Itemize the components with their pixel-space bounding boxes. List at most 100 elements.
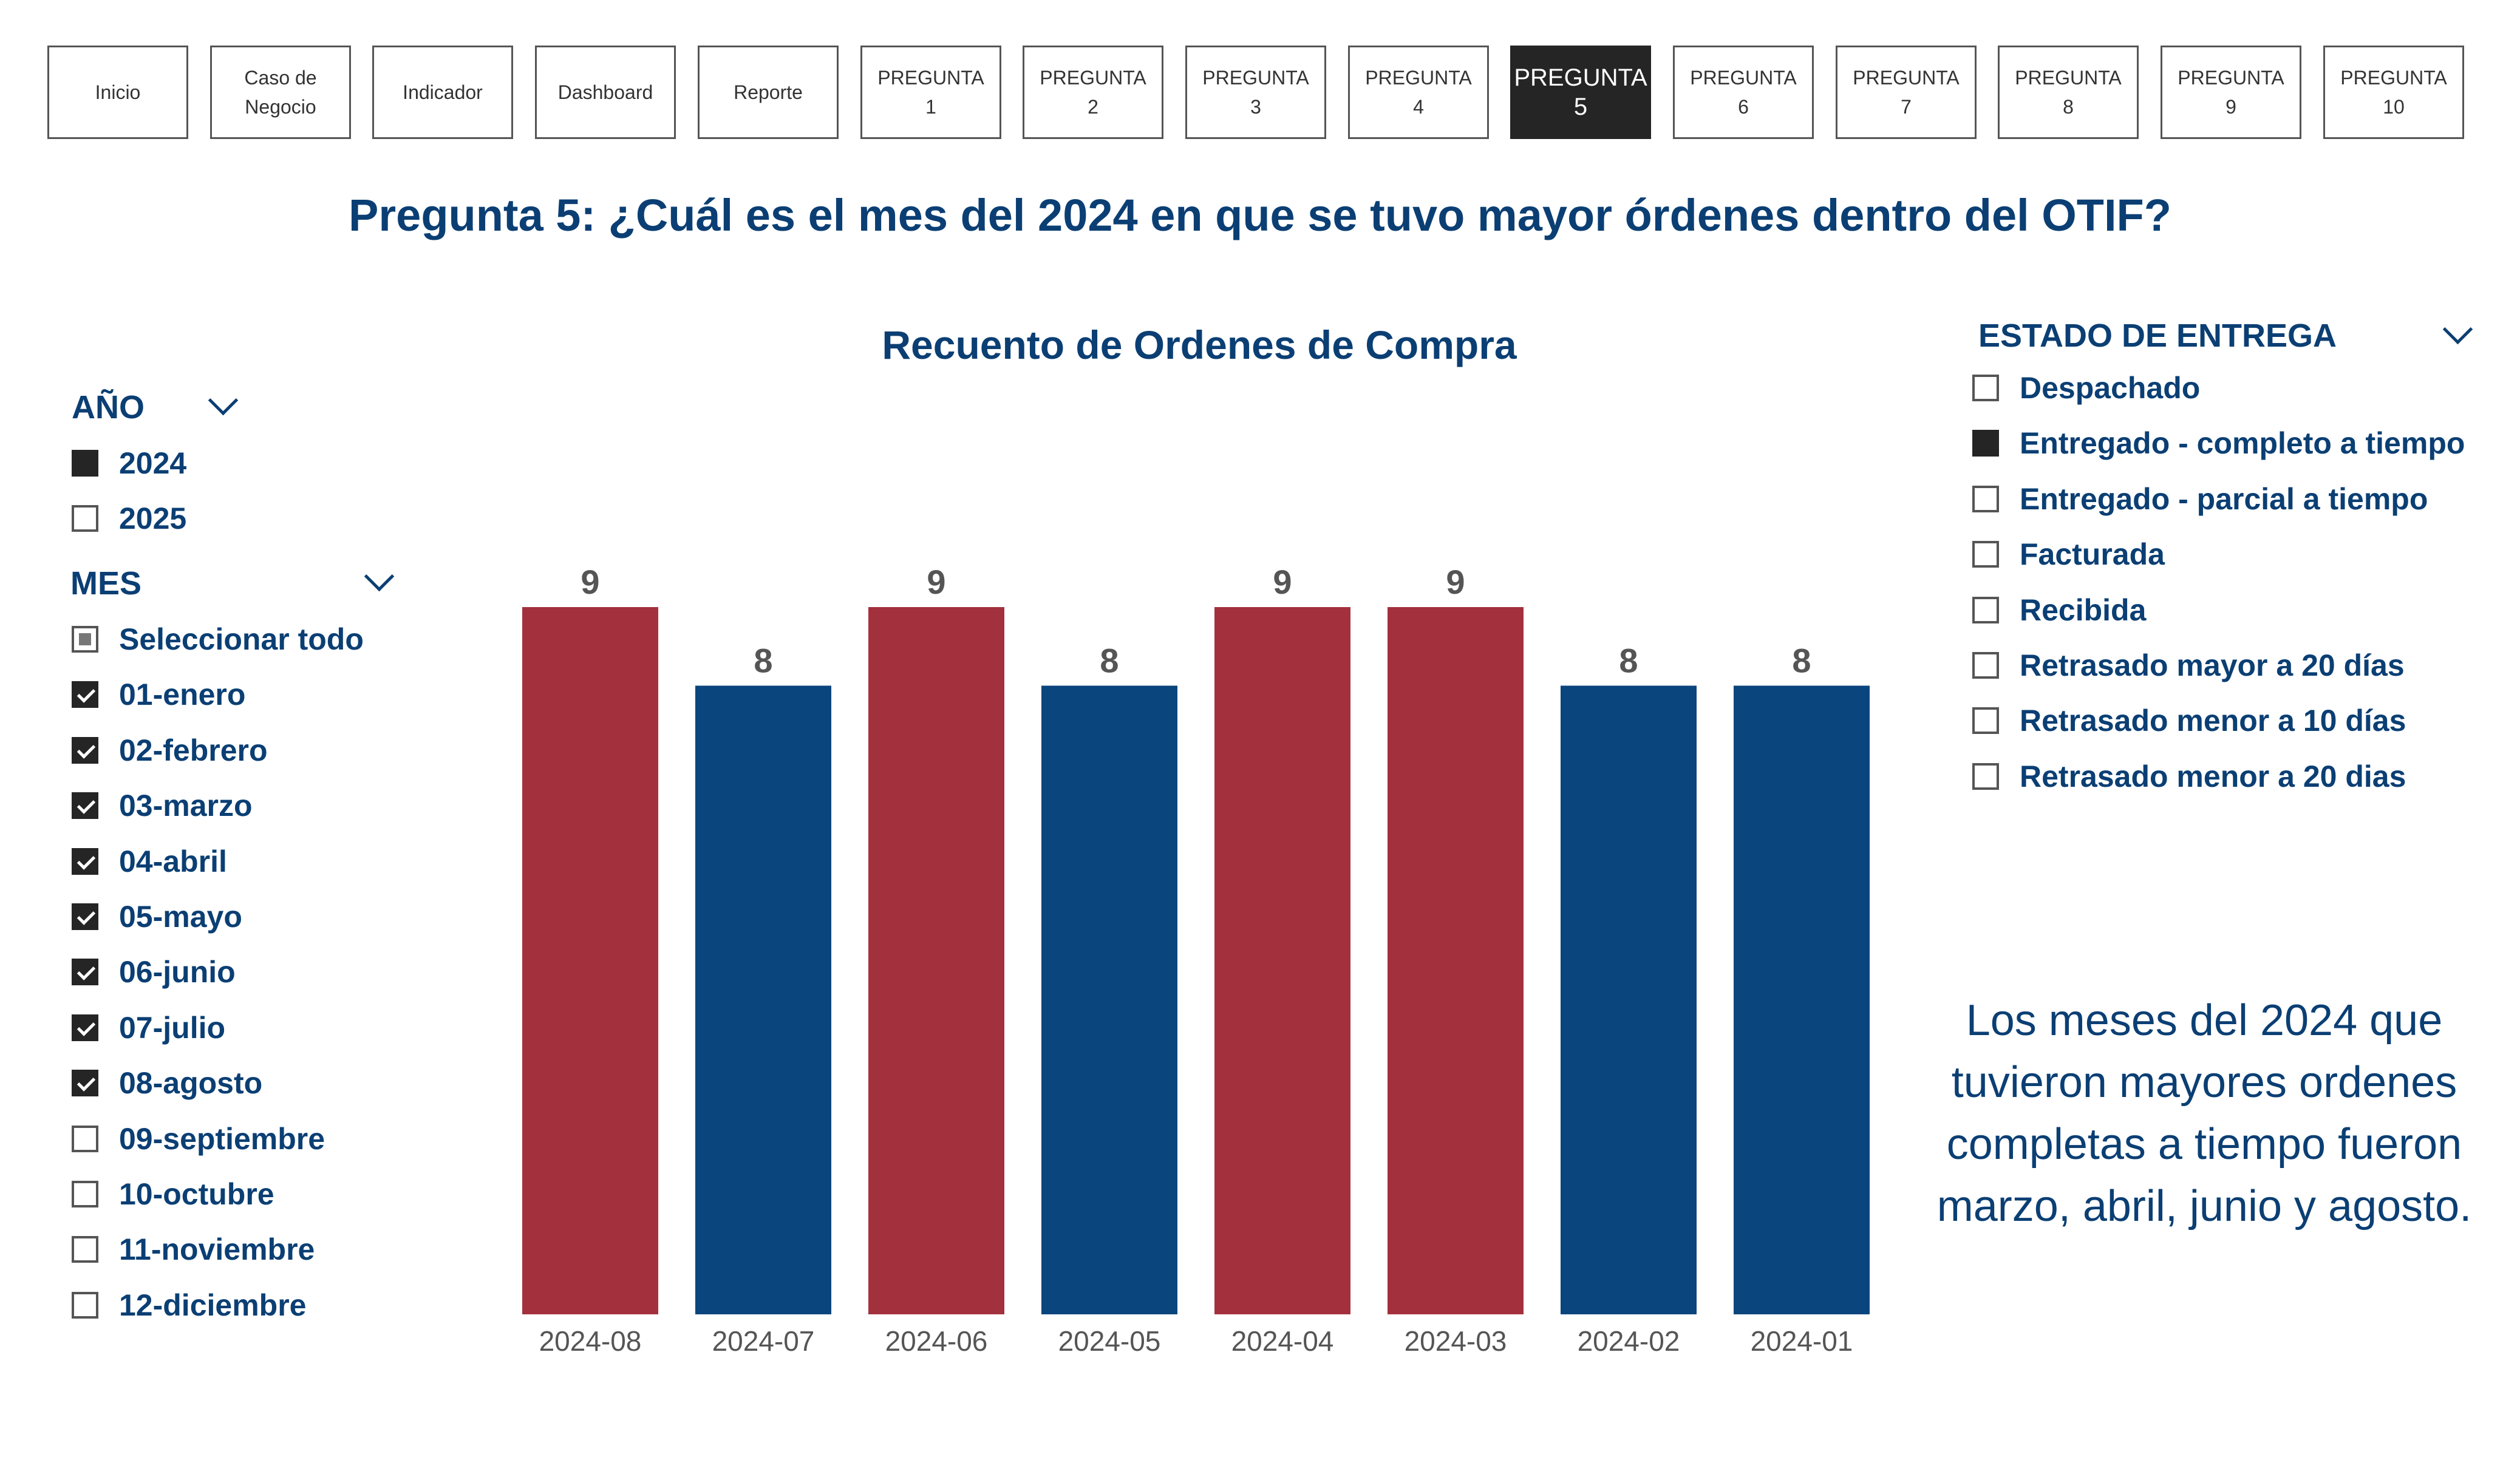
nav-button-9[interactable]: PREGUNTA 4 <box>1348 46 1489 139</box>
nav-button-12[interactable]: PREGUNTA 7 <box>1836 46 1977 139</box>
month-option[interactable]: 08-agosto <box>72 1062 262 1104</box>
month-option[interactable]: 04-abril <box>72 840 227 883</box>
month-option[interactable]: 06-junio <box>72 951 236 993</box>
checkbox[interactable] <box>72 903 98 930</box>
status-option-label: Despachado <box>2020 371 2201 405</box>
x-tick-label: 2024-01 <box>1751 1325 1853 1357</box>
month-option[interactable]: 02-febrero <box>72 729 268 772</box>
checkbox[interactable] <box>1972 707 1999 735</box>
status-option-label: Retrasado mayor a 20 días <box>2020 648 2405 682</box>
checkbox[interactable] <box>1972 762 1999 790</box>
month-option[interactable]: 11-noviembre <box>72 1228 315 1271</box>
nav-button-8[interactable]: PREGUNTA 3 <box>1185 46 1326 139</box>
month-option[interactable]: 09-septiembre <box>72 1118 325 1160</box>
month-chevron-down-icon[interactable] <box>364 561 395 592</box>
checkbox[interactable] <box>72 626 98 653</box>
x-tick-label: 2024-05 <box>1058 1325 1161 1357</box>
checkbox[interactable] <box>1972 652 1999 679</box>
month-option[interactable]: Seleccionar todo <box>72 618 364 661</box>
checkbox[interactable] <box>1972 375 1999 401</box>
insight-text: Los meses del 2024 que tuvieron mayores … <box>1936 996 2472 1231</box>
checkbox[interactable] <box>1972 485 1999 512</box>
status-chevron-down-icon[interactable] <box>2442 314 2473 345</box>
checkbox[interactable] <box>72 505 98 532</box>
month-option-label: 10-octubre <box>119 1177 274 1211</box>
checkbox[interactable] <box>72 1291 98 1319</box>
status-option-label: Retrasado menor a 20 dias <box>2020 759 2406 793</box>
checkbox[interactable] <box>1972 541 1999 568</box>
year-option-label: 2025 <box>119 501 187 535</box>
bar-2024-03[interactable] <box>1388 607 1524 1314</box>
checkbox[interactable] <box>72 1125 98 1152</box>
data-label: 9 <box>1446 563 1465 601</box>
checkbox[interactable] <box>1972 596 1999 623</box>
checkbox[interactable] <box>72 847 98 875</box>
bar-2024-01[interactable] <box>1734 685 1870 1314</box>
status-slicer-header: ESTADO DE ENTREGA <box>1978 318 2337 354</box>
month-option-label: 01-enero <box>119 678 246 712</box>
nav-button-2[interactable]: Caso de Negocio <box>210 46 351 139</box>
x-tick-label: 2024-04 <box>1231 1325 1334 1357</box>
year-option[interactable]: 2025 <box>72 497 186 540</box>
month-option[interactable]: 07-julio <box>72 1007 225 1049</box>
month-option-label: 02-febrero <box>119 733 268 767</box>
checkbox[interactable] <box>72 450 98 477</box>
nav-button-4[interactable]: Dashboard <box>535 46 676 139</box>
nav-button-13[interactable]: PREGUNTA 8 <box>1998 46 2139 139</box>
month-option[interactable]: 10-octubre <box>72 1173 274 1215</box>
bar-2024-06[interactable] <box>868 607 1004 1314</box>
status-option[interactable]: Facturada <box>1972 533 2165 576</box>
x-tick-label: 2024-08 <box>539 1325 642 1357</box>
year-option[interactable]: 2024 <box>72 442 186 484</box>
checkbox[interactable] <box>72 1181 98 1207</box>
checkbox[interactable] <box>72 959 98 986</box>
status-option[interactable]: Recibida <box>1972 589 2146 631</box>
status-option-label: Entregado - parcial a tiempo <box>2020 481 2428 516</box>
nav-button-10[interactable]: PREGUNTA 5 <box>1510 46 1651 139</box>
status-option[interactable]: Retrasado menor a 20 dias <box>1972 755 2406 798</box>
month-option-label: 06-junio <box>119 955 236 990</box>
month-option-label: 09-septiembre <box>119 1121 325 1156</box>
month-option[interactable]: 01-enero <box>72 673 245 716</box>
data-label: 8 <box>1619 641 1638 679</box>
month-option[interactable]: 12-diciembre <box>72 1284 306 1326</box>
checkbox[interactable] <box>72 736 98 764</box>
nav-button-11[interactable]: PREGUNTA 6 <box>1673 46 1814 139</box>
bar-2024-04[interactable] <box>1214 607 1350 1314</box>
nav-button-5[interactable]: Reporte <box>698 46 839 139</box>
x-tick-label: 2024-07 <box>712 1325 815 1357</box>
month-option[interactable]: 05-mayo <box>72 895 242 938</box>
status-option[interactable]: Entregado - completo a tiempo <box>1972 422 2465 464</box>
checkbox[interactable] <box>72 792 98 820</box>
bar-2024-07[interactable] <box>695 685 831 1314</box>
nav-button-6[interactable]: PREGUNTA 1 <box>860 46 1001 139</box>
checkbox[interactable] <box>72 1014 98 1041</box>
bar-chart: 9 2024-08 8 2024-07 9 2024-06 8 2024-05 9 2024-04… <box>522 563 1870 1357</box>
nav-button-3[interactable]: Indicador <box>372 46 513 139</box>
bar-2024-02[interactable] <box>1561 685 1697 1314</box>
page-title: Pregunta 5: ¿Cuál es el mes del 2024 en … <box>349 190 2171 240</box>
bar-2024-08[interactable] <box>522 607 658 1314</box>
month-slicer-header: MES <box>70 565 142 602</box>
status-option[interactable]: Retrasado menor a 10 días <box>1972 699 2406 742</box>
nav-button-15[interactable]: PREGUNTA 10 <box>2323 46 2464 139</box>
chart-title: Recuento de Ordenes de Compra <box>882 322 1517 367</box>
status-option[interactable]: Entregado - parcial a tiempo <box>1972 478 2428 520</box>
year-chevron-down-icon[interactable] <box>208 385 239 416</box>
status-option[interactable]: Retrasado mayor a 20 días <box>1972 644 2405 687</box>
checkbox[interactable] <box>72 681 98 708</box>
checkbox[interactable] <box>1972 430 1999 457</box>
month-option[interactable]: 03-marzo <box>72 784 253 827</box>
nav-button-7[interactable]: PREGUNTA 2 <box>1023 46 1163 139</box>
month-option-label: 07-julio <box>119 1010 226 1045</box>
nav-button-1[interactable]: Inicio <box>47 46 188 139</box>
bar-2024-05[interactable] <box>1041 685 1177 1314</box>
checkbox[interactable] <box>72 1070 98 1097</box>
status-option[interactable]: Despachado <box>1972 367 2200 409</box>
month-option-label: 05-mayo <box>119 900 242 934</box>
month-option-label: 03-marzo <box>119 789 253 823</box>
status-option-label: Entregado - completo a tiempo <box>2020 426 2465 461</box>
nav-button-14[interactable]: PREGUNTA 9 <box>2161 46 2301 139</box>
checkbox[interactable] <box>72 1236 98 1263</box>
status-option-label: Facturada <box>2020 537 2165 572</box>
